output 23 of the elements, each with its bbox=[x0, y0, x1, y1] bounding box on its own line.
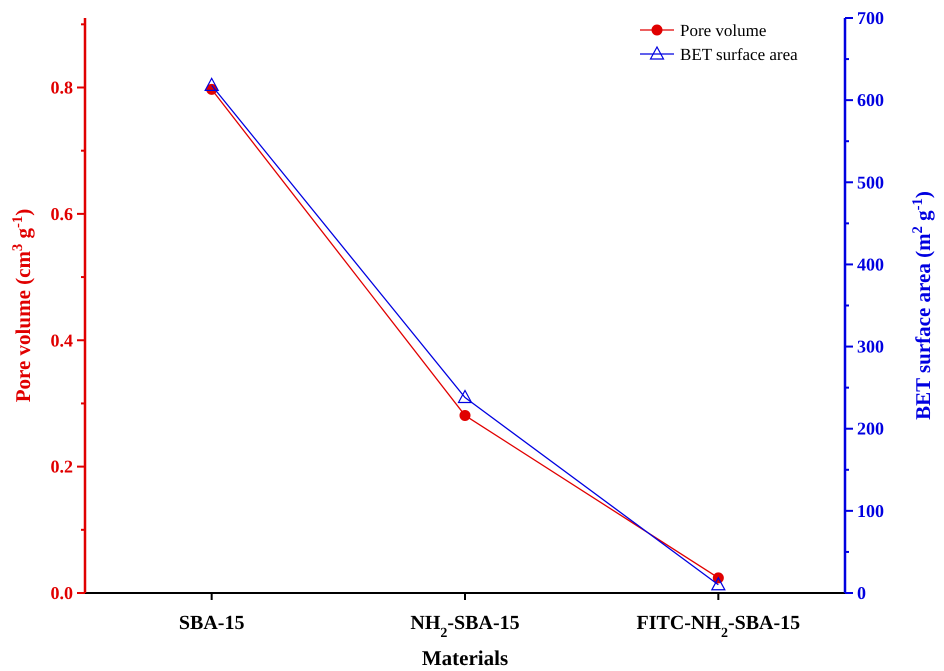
point bbox=[458, 390, 472, 404]
point bbox=[204, 78, 219, 91]
y2-tick-label: 700 bbox=[857, 8, 884, 28]
y2-tick-label: 100 bbox=[857, 500, 884, 521]
legend-label: BET surface area bbox=[680, 45, 798, 64]
x-tick-label: NH$_{2}$-SBA-15 bbox=[410, 612, 520, 640]
y2-tick-label: 400 bbox=[857, 254, 884, 274]
y2-tick-label: 600 bbox=[857, 90, 884, 110]
y2-tick-label: 300 bbox=[857, 336, 884, 357]
y-tick-label: 0.4 bbox=[50, 330, 73, 350]
y-tick-label: 0.8 bbox=[50, 78, 73, 98]
x-tick-label: FITC-NH$_{2}$-SBA-15 bbox=[636, 612, 800, 640]
y2-tick-label: 0 bbox=[857, 583, 866, 603]
x-axis-title: Materials bbox=[422, 646, 508, 670]
y2-tick-label: 500 bbox=[857, 172, 884, 192]
point bbox=[711, 577, 726, 590]
y-tick-label: 0.6 bbox=[50, 204, 73, 224]
point bbox=[460, 410, 470, 421]
y2-tick-label: 200 bbox=[857, 418, 884, 439]
x-tick-label: SBA-15 bbox=[178, 612, 244, 634]
legend-label: Pore volume bbox=[680, 21, 766, 40]
y-tick-label: 0.2 bbox=[50, 456, 73, 477]
y-tick-label: 0.0 bbox=[50, 583, 73, 603]
